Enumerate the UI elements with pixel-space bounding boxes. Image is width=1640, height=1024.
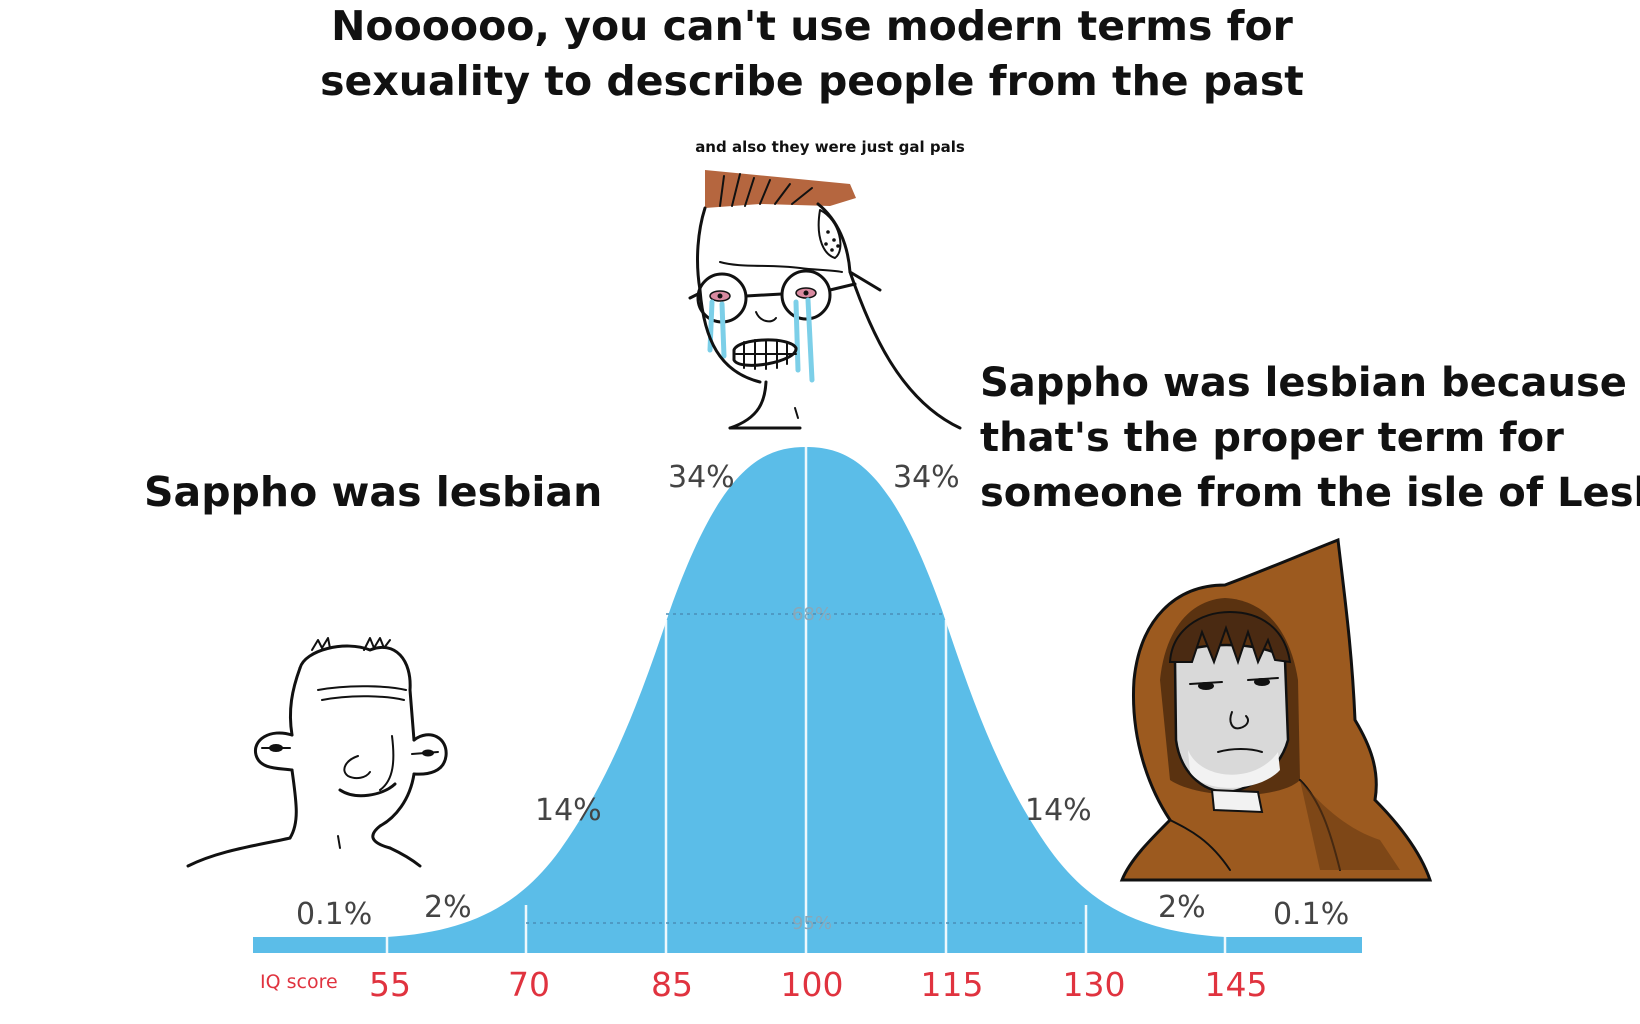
iq-tick-85: 85 <box>651 965 693 1004</box>
left-caption: Sappho was lesbian <box>144 468 602 516</box>
right-caption-line1: Sappho was lesbian because <box>980 360 1627 406</box>
iq-tick-100: 100 <box>781 965 844 1004</box>
label-95-percent: 95% <box>792 913 832 934</box>
bell-curve-area <box>253 447 1362 953</box>
smiling-wojak-illustration <box>186 637 448 868</box>
iq-tick-labels: 55 70 85 100 115 130 145 <box>369 965 1268 1004</box>
right-caption-line2: that's the proper term for <box>980 415 1564 461</box>
top-small-caption: and also they were just gal pals <box>695 138 965 156</box>
iq-tick-115: 115 <box>921 965 984 1004</box>
pct-left-2: 2% <box>424 890 472 925</box>
pct-far-left: 0.1% <box>296 897 372 932</box>
pct-right-2: 2% <box>1158 890 1206 925</box>
bell-curve-chart: 68% 95% 0.1% 2% 14% 34% 34% 14% 2% 0.1% … <box>253 447 1362 1004</box>
label-68-percent: 68% <box>792 604 832 625</box>
pct-right-14: 14% <box>1025 793 1092 828</box>
wojak-hair <box>705 170 856 208</box>
iq-axis-label: IQ score <box>260 971 338 993</box>
pct-left-34: 34% <box>668 460 735 495</box>
iq-tick-55: 55 <box>369 965 411 1004</box>
iq-tick-145: 145 <box>1205 965 1268 1004</box>
top-caption-line1: Noooooo, you can't use modern terms for <box>331 2 1294 50</box>
pct-left-14: 14% <box>535 793 602 828</box>
top-caption-line2: sexuality to describe people from the pa… <box>320 57 1304 105</box>
hooded-wojak-illustration <box>1119 537 1433 882</box>
crying-glasses-wojak-illustration <box>688 170 962 430</box>
pct-far-right: 0.1% <box>1273 897 1349 932</box>
pct-right-34: 34% <box>893 460 960 495</box>
right-caption-line3: someone from the isle of Lesbos <box>980 470 1640 516</box>
iq-tick-70: 70 <box>508 965 550 1004</box>
iq-tick-130: 130 <box>1063 965 1126 1004</box>
